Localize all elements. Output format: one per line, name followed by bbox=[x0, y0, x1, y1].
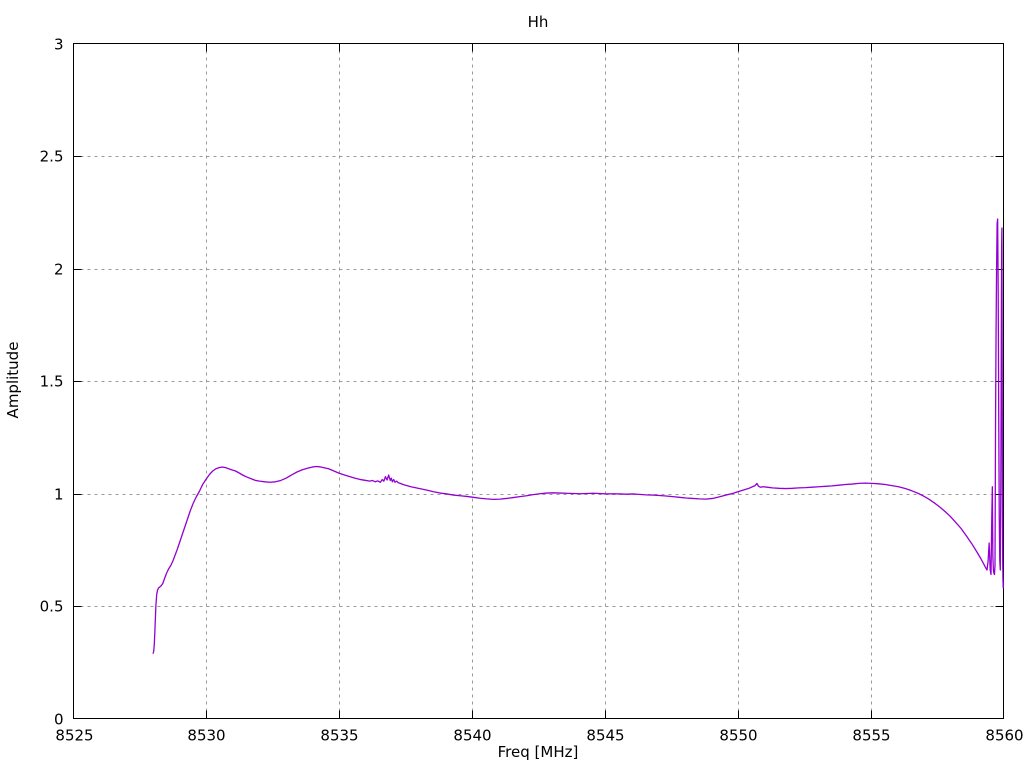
x-tick-label: 8545 bbox=[586, 727, 624, 745]
plot-area-box bbox=[72, 42, 1005, 720]
y-tick-label: 1.5 bbox=[40, 373, 64, 391]
x-tick-labels: 8525 8530 8535 8540 8545 8550 8555 8560 bbox=[55, 727, 1023, 745]
x-tick-label: 8540 bbox=[453, 727, 491, 745]
x-tick-label: 8525 bbox=[55, 727, 93, 745]
data-series-group bbox=[152, 218, 1005, 654]
x-tick-label: 8530 bbox=[187, 727, 225, 745]
x-gridlines bbox=[206, 43, 872, 719]
axis-tick-marks bbox=[73, 43, 1004, 719]
plot-border bbox=[72, 42, 1005, 720]
y-axis-label: Amplitude bbox=[4, 342, 22, 419]
x-axis-label: Freq [MHz] bbox=[498, 743, 579, 761]
y-tick-label: 1 bbox=[54, 486, 64, 504]
y-tick-label: 0.5 bbox=[40, 598, 64, 616]
x-tick-label: 8550 bbox=[719, 727, 757, 745]
chart-title: Hh bbox=[528, 13, 549, 31]
series-line-1 bbox=[152, 218, 1005, 654]
y-tick-label: 2 bbox=[54, 261, 64, 279]
x-tick-label: 8535 bbox=[320, 727, 358, 745]
x-tick-label: 8555 bbox=[852, 727, 890, 745]
x-tick-label: 8560 bbox=[985, 727, 1023, 745]
y-tick-label: 2.5 bbox=[40, 148, 64, 166]
y-tick-label: 3 bbox=[54, 36, 64, 54]
y-tick-label: 0 bbox=[54, 711, 64, 729]
y-tick-labels: 0 0.5 1 1.5 2 2.5 3 bbox=[40, 36, 64, 729]
